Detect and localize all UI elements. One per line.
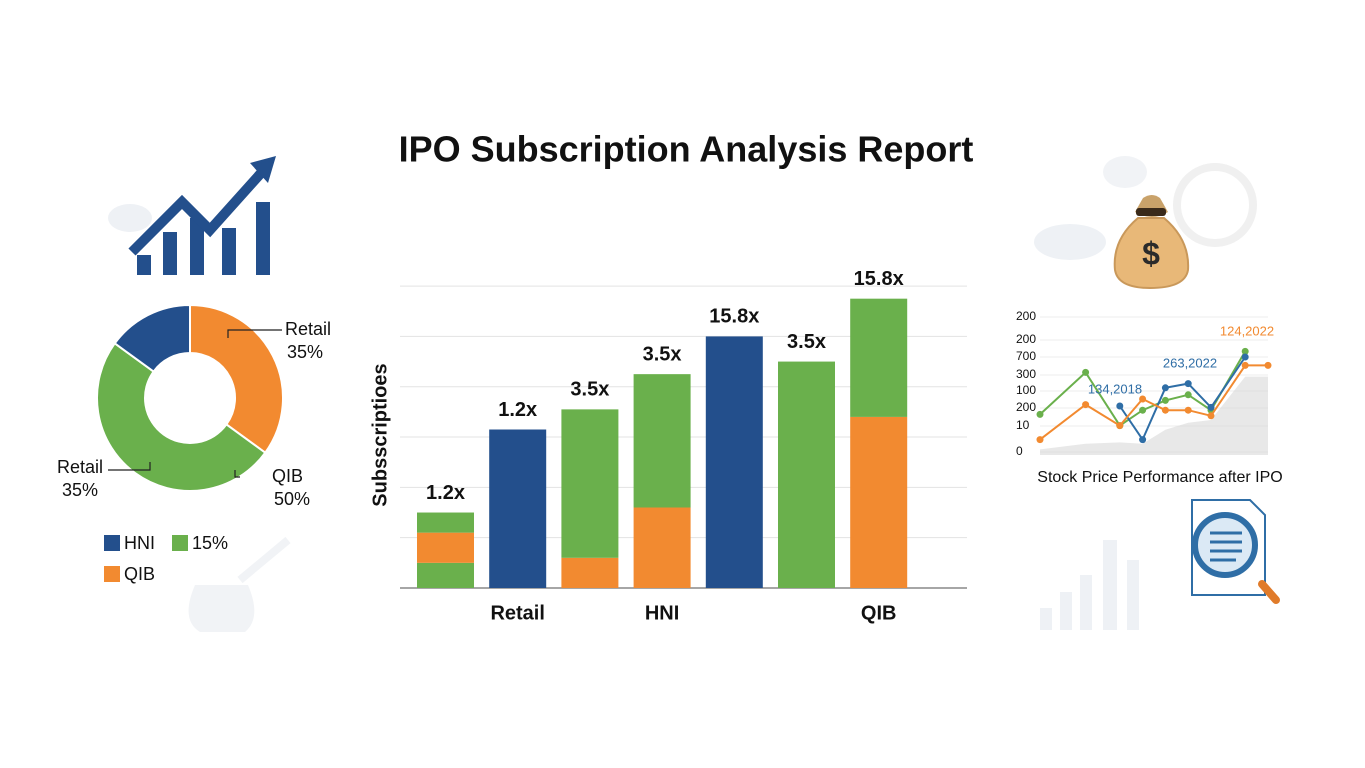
slice-label: Retail	[285, 319, 331, 339]
legend-swatch	[172, 535, 188, 551]
line-point	[1207, 412, 1215, 420]
legend-label: 15%	[192, 533, 228, 553]
legend-label: QIB	[124, 564, 155, 584]
slice-label: QIB	[272, 466, 303, 486]
y-tick-label: 0	[1016, 444, 1023, 458]
line-point	[1161, 396, 1169, 404]
y-tick-label: 700	[1016, 349, 1036, 363]
line-point	[1184, 391, 1192, 399]
bar-label: 1.2x	[498, 399, 537, 421]
annotation-value: 35%	[62, 480, 98, 500]
bar-segment	[633, 507, 691, 588]
line-point	[1241, 361, 1249, 369]
area	[1040, 376, 1268, 455]
bar-label: 3.5x	[787, 331, 826, 353]
bar-segment	[561, 409, 619, 558]
bar-label: 1.2x	[426, 482, 465, 504]
annotation: 263,2022	[1163, 355, 1217, 370]
leader-line	[227, 329, 282, 338]
y-axis-label: Subsscriptioes	[369, 363, 391, 506]
y-tick-label: 10	[1016, 418, 1030, 432]
line-point	[1161, 384, 1169, 392]
x-tick-label: QIB	[861, 602, 897, 624]
line-point	[1116, 422, 1124, 430]
slice-value-label: 50%	[274, 489, 310, 509]
bar-segment	[489, 429, 547, 588]
bar-segment	[417, 562, 474, 588]
bar-segment	[633, 374, 691, 508]
annotation: 134,2018	[1088, 381, 1142, 396]
donut-slice	[189, 303, 284, 455]
bar-segment	[417, 532, 474, 563]
legend-swatch	[104, 566, 120, 582]
line-point	[1184, 406, 1192, 414]
y-tick-label: 200	[1016, 332, 1036, 346]
chart-title: Stock Price Performance after IPO	[1037, 469, 1282, 486]
line-point	[1139, 406, 1147, 414]
line-point	[1036, 436, 1044, 444]
decorations: $	[108, 156, 1280, 632]
line-point	[1264, 361, 1272, 369]
line-point	[1207, 403, 1215, 411]
slice-value-label: 35%	[287, 342, 323, 362]
bar-label: 15.8x	[709, 306, 759, 328]
line-point	[1241, 353, 1249, 361]
leader-line	[234, 470, 240, 478]
bar-segment	[705, 336, 763, 588]
page-title: IPO Subscription Analysis Report	[399, 129, 974, 170]
y-tick-label: 100	[1016, 383, 1036, 397]
y-tick-label: 300	[1016, 367, 1036, 381]
line-series	[1118, 356, 1247, 442]
x-tick-label: Retail	[490, 602, 544, 624]
line-point	[1036, 410, 1044, 418]
bar-label: 15.8x	[854, 268, 904, 290]
y-tick-label: 200	[1016, 309, 1036, 323]
legend-swatch	[104, 535, 120, 551]
line-point	[1082, 401, 1090, 409]
bar-label: 3.5x	[570, 379, 609, 401]
y-tick-label: 200	[1016, 400, 1036, 414]
line-point	[1116, 402, 1124, 410]
leader-line	[108, 462, 151, 471]
bar-segment	[850, 416, 908, 588]
bar-segment	[417, 512, 474, 533]
bar-segment	[850, 298, 908, 417]
line-point	[1082, 368, 1090, 376]
line-point	[1139, 395, 1147, 403]
line-point	[1241, 347, 1249, 355]
bar-segment	[561, 557, 619, 588]
donut-slice	[96, 341, 267, 492]
annotation-label: Retail	[57, 457, 103, 477]
line-point	[1184, 380, 1192, 388]
x-tick-label: HNI	[645, 602, 679, 624]
bar-label: 3.5x	[643, 343, 682, 365]
bar-segment	[778, 361, 835, 588]
legend-label: HNI	[124, 533, 155, 553]
annotation: 124,2022	[1220, 323, 1274, 338]
svg-text:$: $	[1142, 235, 1160, 271]
donut-slice	[113, 303, 191, 373]
line-point	[1139, 436, 1147, 444]
line-point	[1161, 406, 1169, 414]
